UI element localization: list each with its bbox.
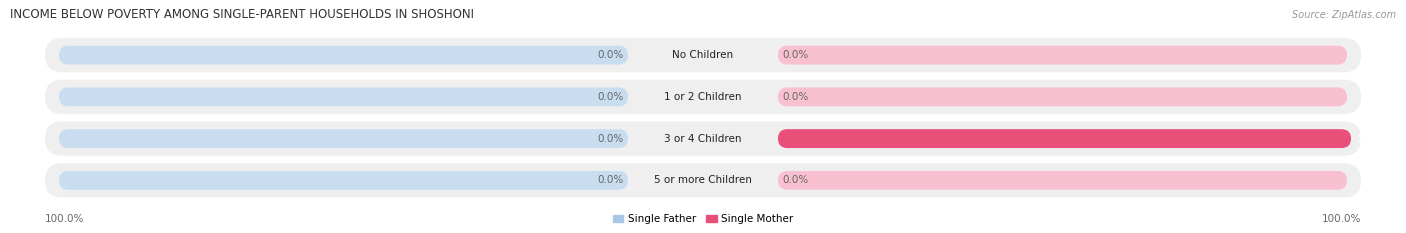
Text: 100.0%: 100.0% (1357, 134, 1400, 144)
FancyBboxPatch shape (778, 87, 1347, 106)
FancyBboxPatch shape (778, 171, 1347, 190)
Text: INCOME BELOW POVERTY AMONG SINGLE-PARENT HOUSEHOLDS IN SHOSHONI: INCOME BELOW POVERTY AMONG SINGLE-PARENT… (10, 8, 474, 21)
Text: No Children: No Children (672, 50, 734, 60)
Text: 100.0%: 100.0% (45, 214, 84, 224)
Text: 0.0%: 0.0% (598, 50, 624, 60)
FancyBboxPatch shape (59, 87, 628, 106)
Text: 0.0%: 0.0% (598, 134, 624, 144)
Text: 0.0%: 0.0% (782, 50, 808, 60)
FancyBboxPatch shape (59, 171, 628, 190)
Text: 0.0%: 0.0% (598, 92, 624, 102)
FancyBboxPatch shape (59, 46, 628, 65)
FancyBboxPatch shape (45, 163, 1361, 198)
Text: 0.0%: 0.0% (782, 92, 808, 102)
FancyBboxPatch shape (778, 129, 1351, 148)
Text: 100.0%: 100.0% (1322, 214, 1361, 224)
FancyBboxPatch shape (45, 80, 1361, 114)
FancyBboxPatch shape (778, 46, 1347, 65)
Text: Source: ZipAtlas.com: Source: ZipAtlas.com (1292, 10, 1396, 20)
Text: 1 or 2 Children: 1 or 2 Children (664, 92, 742, 102)
Text: 3 or 4 Children: 3 or 4 Children (664, 134, 742, 144)
Text: 0.0%: 0.0% (598, 175, 624, 185)
FancyBboxPatch shape (45, 38, 1361, 72)
FancyBboxPatch shape (45, 121, 1361, 156)
Legend: Single Father, Single Mother: Single Father, Single Mother (613, 214, 793, 224)
Text: 0.0%: 0.0% (782, 175, 808, 185)
FancyBboxPatch shape (778, 129, 1347, 148)
FancyBboxPatch shape (59, 129, 628, 148)
Text: 5 or more Children: 5 or more Children (654, 175, 752, 185)
